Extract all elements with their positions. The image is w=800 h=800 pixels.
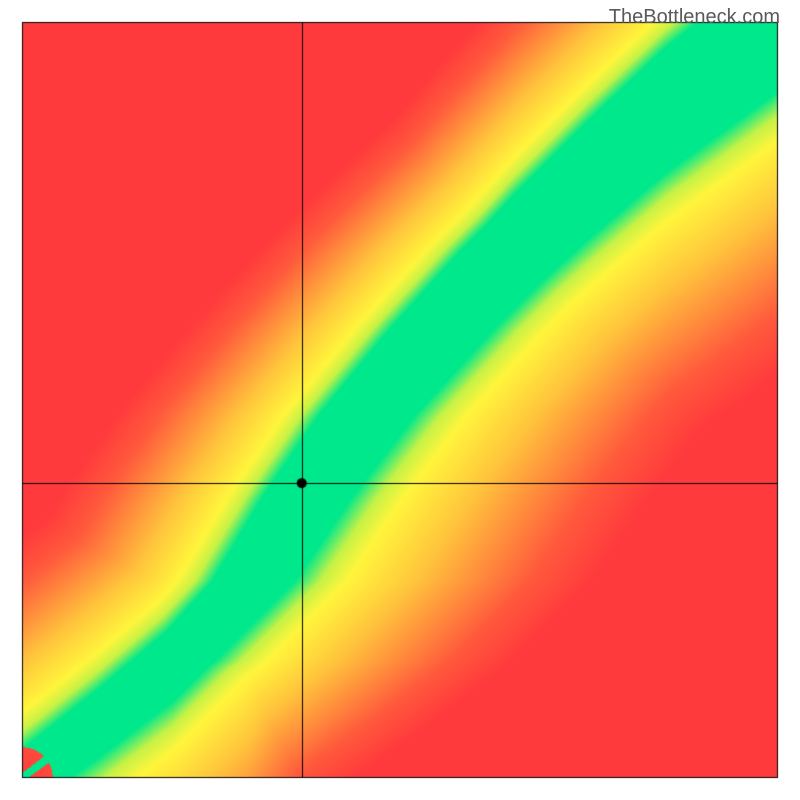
heatmap-canvas (0, 0, 800, 800)
heatmap-container: TheBottleneck.com (0, 0, 800, 800)
watermark-text: TheBottleneck.com (609, 6, 780, 29)
